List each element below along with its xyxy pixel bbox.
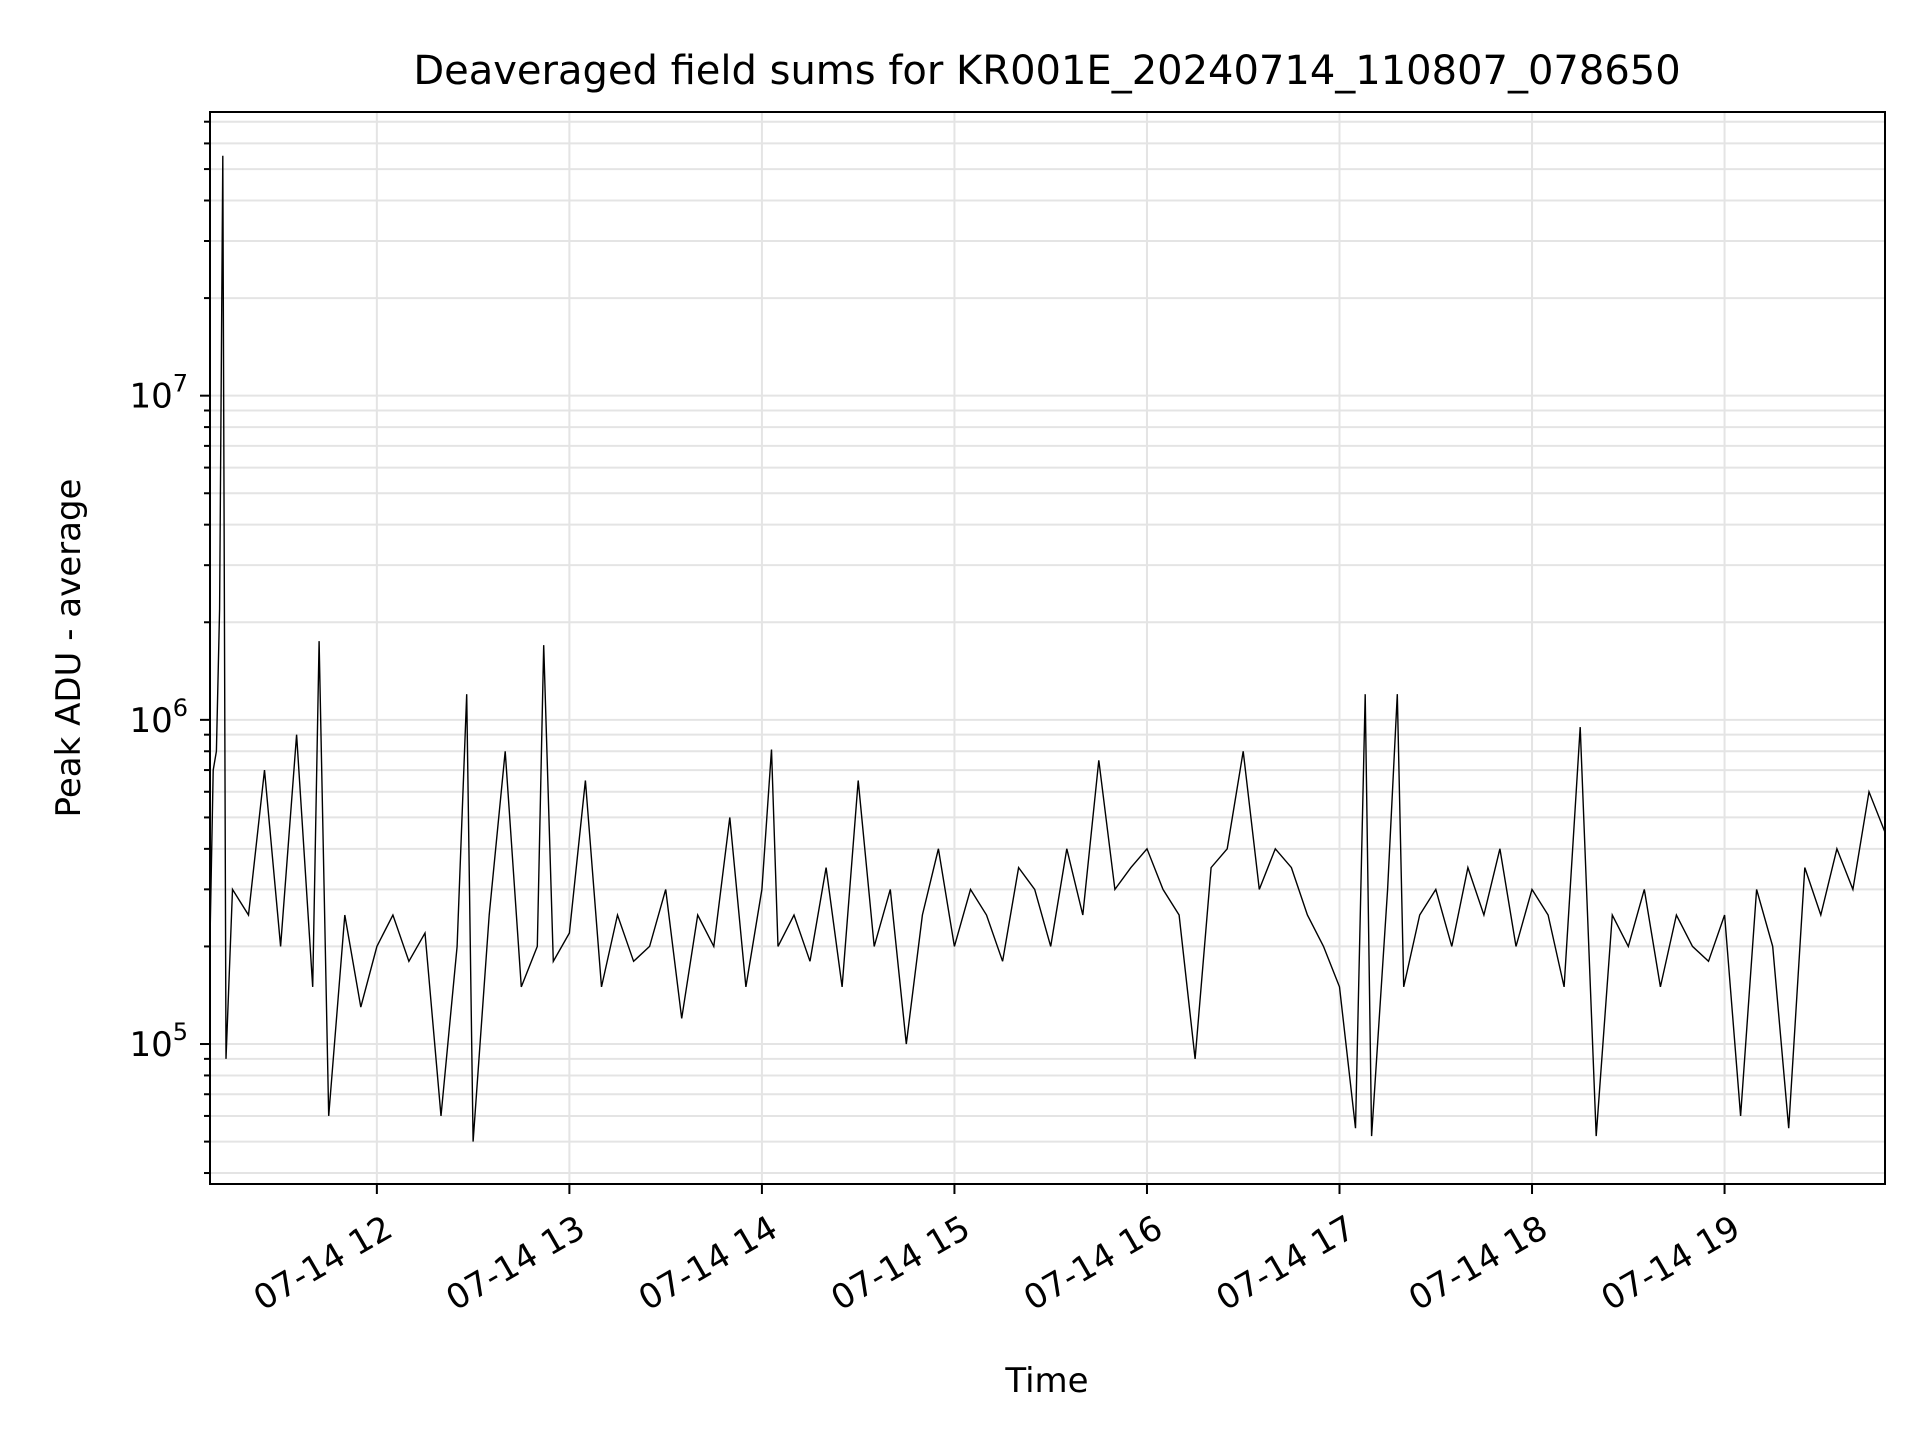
y-tick-label: 107	[129, 370, 188, 417]
y-tick-label-base: 10	[129, 377, 172, 417]
grid	[210, 112, 1885, 1184]
y-tick-label-base: 10	[129, 701, 172, 741]
y-tick-label-base: 10	[129, 1025, 172, 1065]
y-tick-label: 105	[129, 1018, 188, 1065]
y-tick-label-exponent: 7	[173, 370, 188, 398]
y-tick-label-exponent: 6	[173, 694, 188, 722]
plot-frame	[209, 111, 1886, 1185]
series-layer	[209, 155, 1886, 1142]
x-axis-label: Time	[1004, 1361, 1088, 1401]
y-tick-label: 106	[129, 694, 188, 741]
y-axis-label: Peak ADU - average	[49, 479, 89, 818]
series-line	[209, 155, 1886, 1142]
chart-title: Deaveraged field sums for KR001E_2024071…	[413, 48, 1680, 94]
y-tick-label-exponent: 5	[173, 1018, 188, 1046]
